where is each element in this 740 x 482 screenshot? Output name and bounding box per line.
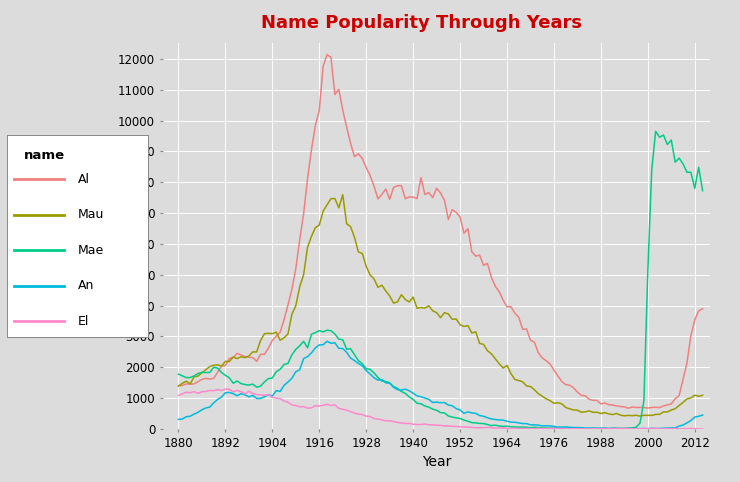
Text: El: El [78, 315, 89, 328]
Text: Name Popularity Through Years: Name Popularity Through Years [261, 14, 582, 32]
Text: name: name [24, 149, 65, 162]
X-axis label: Year: Year [422, 455, 451, 469]
Text: An: An [78, 279, 94, 292]
Text: Al: Al [78, 173, 90, 186]
Text: Mau: Mau [78, 208, 104, 221]
Y-axis label: Number of babies: Number of babies [98, 174, 112, 298]
Text: Mae: Mae [78, 244, 104, 257]
